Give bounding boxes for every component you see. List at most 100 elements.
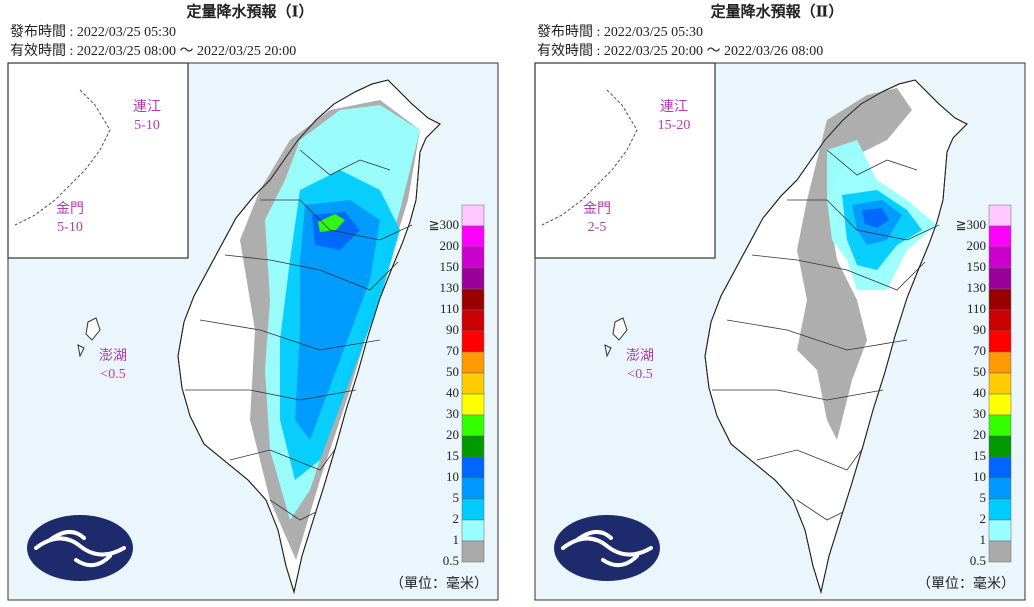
legend-label: 2 [453,511,460,526]
legend-swatch [461,477,485,500]
legend-swatch [988,288,1012,311]
legend-swatch [461,393,485,416]
issued-time: 發布時間 : 2022/03/25 05:30 [10,24,176,40]
legend-label: 110 [967,301,986,316]
legend-swatch [988,351,1012,374]
unit-label: （單位：毫米） [917,575,1015,592]
island-name: 澎湖 [626,348,654,364]
island-value: 2-5 [588,220,607,235]
unit-label: （單位：毫米） [390,575,488,592]
legend-label: 0.5 [443,553,459,568]
legend-swatch [461,456,485,479]
island-name: 澎湖 [99,348,127,364]
legend-label: 20 [446,427,459,442]
island-name: 連江 [133,99,161,115]
island-name: 金門 [56,201,84,217]
forecast-panel: 定量降水預報（Ⅰ） 發布時間 : 2022/03/25 05:30 有效時間 : 2… [7,2,499,601]
legend-label: 110 [440,301,459,316]
inset-coast [541,89,638,226]
island-value: <0.5 [100,367,125,382]
forecast-panel: 定量降水預報（Ⅱ） 發布時間 : 2022/03/25 05:30 有效時間 : 2… [534,2,1026,601]
panel-title: 定量降水預報（Ⅰ） [186,2,313,20]
legend-label: 200 [967,238,987,253]
county-border [796,499,844,521]
legend-label: 40 [446,385,459,400]
legend-swatch [988,540,1012,563]
legend-swatch [988,246,1012,269]
legend-swatch [461,351,485,374]
county-border [751,254,926,291]
legend-swatch [461,540,485,563]
legend-label: 10 [973,469,986,484]
legend-swatch [988,267,1012,290]
legend-label: 30 [973,406,986,421]
island-value: 5-10 [134,118,160,133]
island-value: 15-20 [658,118,691,133]
taiwan-outline [704,79,968,594]
legend-label: 70 [973,343,986,358]
panel-title: 定量降水預報（Ⅱ） [711,2,844,20]
legend-label: 40 [973,385,986,400]
legend-swatch [988,435,1012,458]
inset-frame [7,62,189,259]
legend-swatch [988,309,1012,332]
rain-area [318,214,345,232]
legend-label: 200 [440,238,460,253]
legend-swatch [988,204,1012,227]
county-border [229,447,337,471]
legend-label: ≧300 [429,217,459,232]
legend-label: 50 [446,364,459,379]
legend-label: 0.5 [970,553,986,568]
legend-swatch [461,246,485,269]
legend-swatch [988,519,1012,542]
legend-label: 15 [973,448,986,463]
legend-swatch [461,414,485,437]
island-name: 連江 [660,99,688,115]
legend-swatch [988,393,1012,416]
county-border [756,447,864,471]
penghu-islands [604,317,628,358]
inset-coast [14,89,111,226]
county-border [826,149,918,176]
legend-swatch [461,288,485,311]
legend-label: 5 [453,490,460,505]
legend-label: 1 [453,532,460,547]
legend-swatch [988,330,1012,353]
legend-swatch [988,498,1012,521]
legend-label: 15 [446,448,459,463]
legend-swatch [988,372,1012,395]
rain-area [797,88,912,440]
valid-time: 有效時間 : 2022/03/25 20:00 ～ 2022/03/26 08:… [537,43,823,59]
valid-time: 有效時間 : 2022/03/25 08:00 ～ 2022/03/25 20:… [10,43,296,59]
county-border [787,199,940,241]
legend-swatch [988,414,1012,437]
logo-swirl [561,530,653,568]
legend-swatch [461,330,485,353]
county-border [269,499,317,521]
inset-frame [534,62,716,259]
issued-time: 發布時間 : 2022/03/25 05:30 [537,24,703,40]
rain-area [862,208,889,228]
penghu-islands [77,317,101,358]
legend-swatch [988,225,1012,248]
county-border [299,149,391,176]
county-border [260,199,413,241]
legend-label: 70 [446,343,459,358]
county-border [726,319,908,351]
legend-label: 130 [440,280,460,295]
logo-swirl [34,530,126,568]
legend-swatch [461,435,485,458]
county-border [224,254,399,291]
legend-label: 90 [973,322,986,337]
legend-label: 90 [446,322,459,337]
county-border [199,319,381,351]
legend-label: 150 [967,259,987,274]
legend-label: 2 [980,511,987,526]
legend-label: 1 [980,532,987,547]
legend-swatch [988,456,1012,479]
county-border [185,389,357,401]
island-value: 5-10 [57,220,83,235]
legend-label: 150 [440,259,460,274]
legend-label: 20 [973,427,986,442]
legend-swatch [461,225,485,248]
